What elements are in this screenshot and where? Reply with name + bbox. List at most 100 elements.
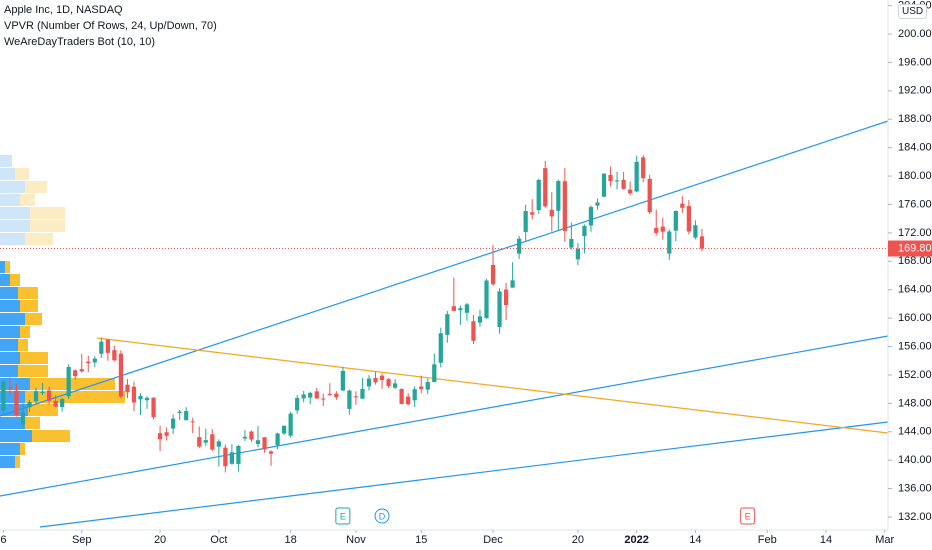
x-tick-label: Nov [346, 534, 366, 546]
candle [673, 210, 678, 242]
candle-body [451, 306, 456, 311]
candle [582, 224, 587, 254]
candle-body [86, 361, 91, 364]
candle-body [647, 178, 652, 213]
candle [419, 375, 424, 394]
candle [105, 339, 110, 361]
candle [549, 192, 554, 232]
candle [458, 305, 463, 325]
candle-body [79, 369, 84, 372]
candle-body [151, 397, 156, 418]
candle-body [288, 413, 293, 436]
candle-body [588, 207, 594, 226]
candle [614, 171, 620, 190]
candle-body [464, 304, 470, 313]
symbol-title: Apple Inc, 1D, NASDAQ [4, 4, 123, 16]
candle-body [438, 333, 443, 363]
x-tick-label: 6 [0, 534, 6, 546]
candle [373, 371, 378, 385]
candle [543, 160, 548, 208]
candle-body [197, 437, 202, 447]
candle-body [680, 203, 685, 208]
candle-body [386, 379, 391, 387]
candle [654, 209, 659, 236]
candle [608, 166, 613, 187]
candle-body [497, 291, 502, 328]
candle [497, 288, 502, 334]
candle-body [562, 181, 567, 232]
candle-body [249, 431, 254, 440]
candle [242, 430, 248, 441]
candle-body [334, 393, 339, 398]
y-tick-label: 200.00 [898, 28, 932, 40]
candle [693, 220, 698, 240]
candle [686, 200, 692, 235]
candle [366, 375, 372, 391]
candle [340, 366, 345, 392]
candle-body [543, 168, 548, 207]
y-tick-label: 140.00 [898, 454, 932, 466]
candle-body [327, 393, 332, 395]
candle-body [601, 173, 607, 197]
candle [386, 378, 391, 389]
candle [236, 444, 241, 472]
candle-body [314, 391, 319, 399]
candle-body [673, 211, 678, 231]
candle [406, 393, 411, 406]
y-tick-label: 176.00 [898, 198, 932, 210]
candle-body [517, 238, 522, 254]
candle [634, 155, 639, 193]
candle [53, 395, 58, 407]
candle [641, 155, 646, 183]
candle [288, 411, 293, 438]
candle [151, 397, 156, 420]
event-marker [374, 508, 390, 524]
candle-body [556, 181, 561, 211]
candle-body [419, 386, 424, 390]
candle [118, 350, 124, 399]
currency-button[interactable]: USD [898, 4, 928, 19]
indicator-label: WeAreDayTraders Bot (10, 10) [4, 36, 156, 48]
y-tick-label: 132.00 [898, 511, 932, 523]
candle-body [490, 265, 496, 285]
candle-body [379, 375, 385, 381]
candle-body [360, 389, 365, 399]
x-tick-label: 18 [285, 534, 297, 546]
candle-body [484, 280, 489, 319]
candle-body [654, 227, 659, 233]
candle-body [530, 212, 535, 215]
event-label: E [745, 511, 751, 521]
candle-body [660, 226, 665, 232]
candle [588, 205, 594, 232]
x-tick-label: 20 [154, 534, 166, 546]
candle [379, 373, 385, 389]
candle-body [569, 239, 574, 248]
y-tick-label: 184.00 [898, 142, 932, 154]
candle-body [60, 399, 65, 408]
x-tick-label: Sep [72, 534, 92, 546]
candle-body [53, 400, 58, 407]
candle-body [510, 280, 515, 288]
candle [229, 444, 235, 465]
event-marker [740, 507, 756, 525]
candle-body [667, 231, 672, 254]
candle [471, 314, 476, 344]
candle-body [190, 421, 195, 423]
candle [360, 378, 365, 399]
x-tick-label: Dec [483, 534, 503, 546]
candle [569, 222, 574, 250]
candle-body [549, 209, 554, 217]
candle [575, 242, 581, 266]
candle [399, 388, 404, 405]
candle [621, 172, 626, 190]
candle [353, 391, 359, 405]
candle-body [223, 447, 228, 467]
candle [164, 427, 169, 441]
candle-body [210, 434, 215, 450]
candle-body [7, 387, 13, 389]
candle [255, 426, 261, 448]
candle [647, 174, 652, 215]
candle-body [171, 418, 176, 429]
